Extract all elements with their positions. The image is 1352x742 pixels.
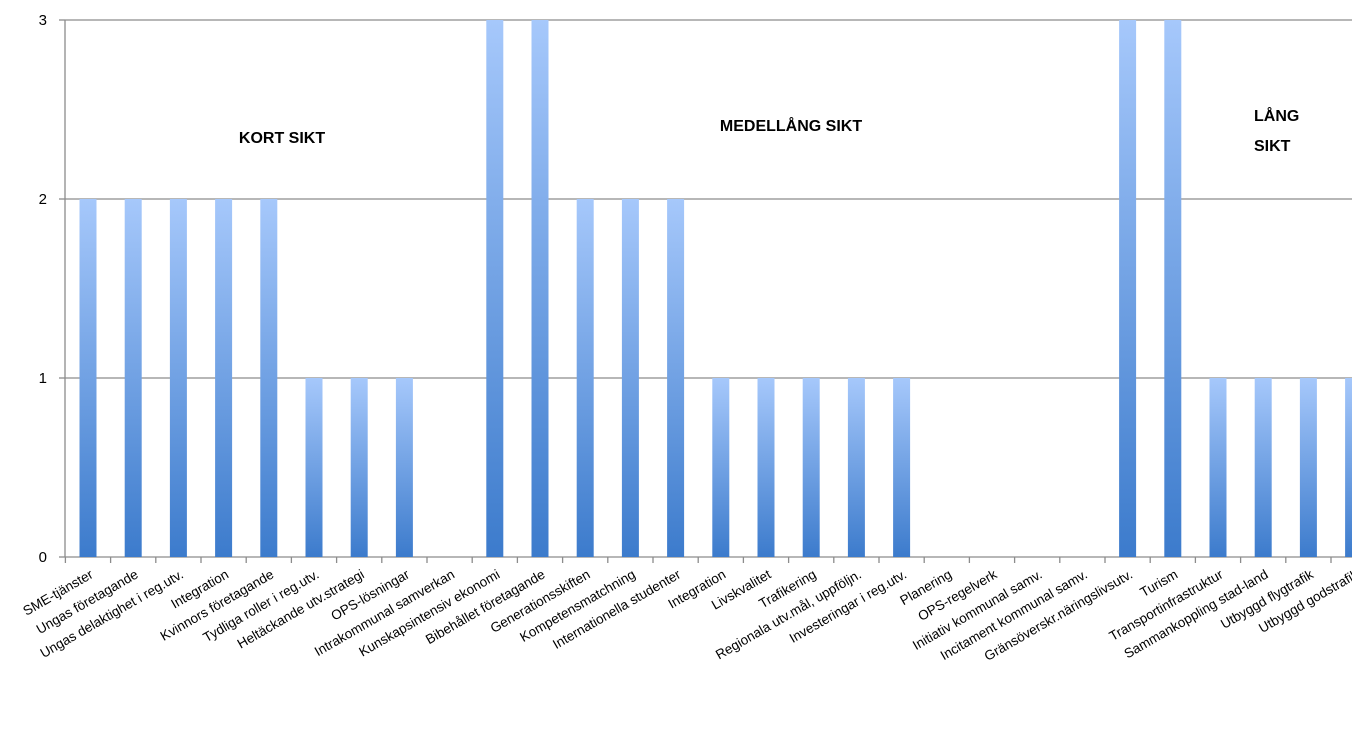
gridlines (65, 19, 1352, 379)
y-tick-label: 3 (39, 12, 47, 29)
bar (531, 20, 549, 557)
bar (667, 199, 685, 557)
bar (893, 378, 911, 557)
y-tick-label: 0 (39, 549, 47, 566)
bar (395, 378, 413, 557)
y-tick-label: 2 (39, 191, 47, 208)
axes (59, 19, 1352, 563)
bar (1254, 378, 1272, 557)
bar (621, 199, 639, 557)
bar (1299, 378, 1317, 557)
bar (1345, 378, 1352, 557)
annotation-kort-sikt: KORT SIKT (239, 130, 325, 147)
bar (847, 378, 865, 557)
bar (712, 378, 730, 557)
bar (169, 199, 187, 557)
bar (350, 378, 368, 557)
annotation-lang-sikt-line1: LÅNG (1254, 106, 1299, 125)
bar (215, 199, 233, 557)
bar (757, 378, 775, 557)
annotation-medellang-sikt: MEDELLÅNG SIKT (720, 116, 862, 135)
bar (79, 199, 97, 557)
annotations: KORT SIKT MEDELLÅNG SIKT LÅNG SIKT (239, 106, 1299, 155)
bar (305, 378, 323, 557)
bar (576, 199, 594, 557)
y-tick-labels: 0 1 2 3 (39, 12, 47, 566)
y-tick-label: 1 (39, 370, 47, 387)
bar (1119, 20, 1137, 557)
bar (1164, 20, 1182, 557)
annotation-lang-sikt-line2: SIKT (1254, 138, 1291, 155)
bars (79, 20, 1352, 557)
bar (1209, 378, 1227, 557)
bar (486, 20, 504, 557)
bar (124, 199, 142, 557)
bar (802, 378, 820, 557)
bar (260, 199, 278, 557)
